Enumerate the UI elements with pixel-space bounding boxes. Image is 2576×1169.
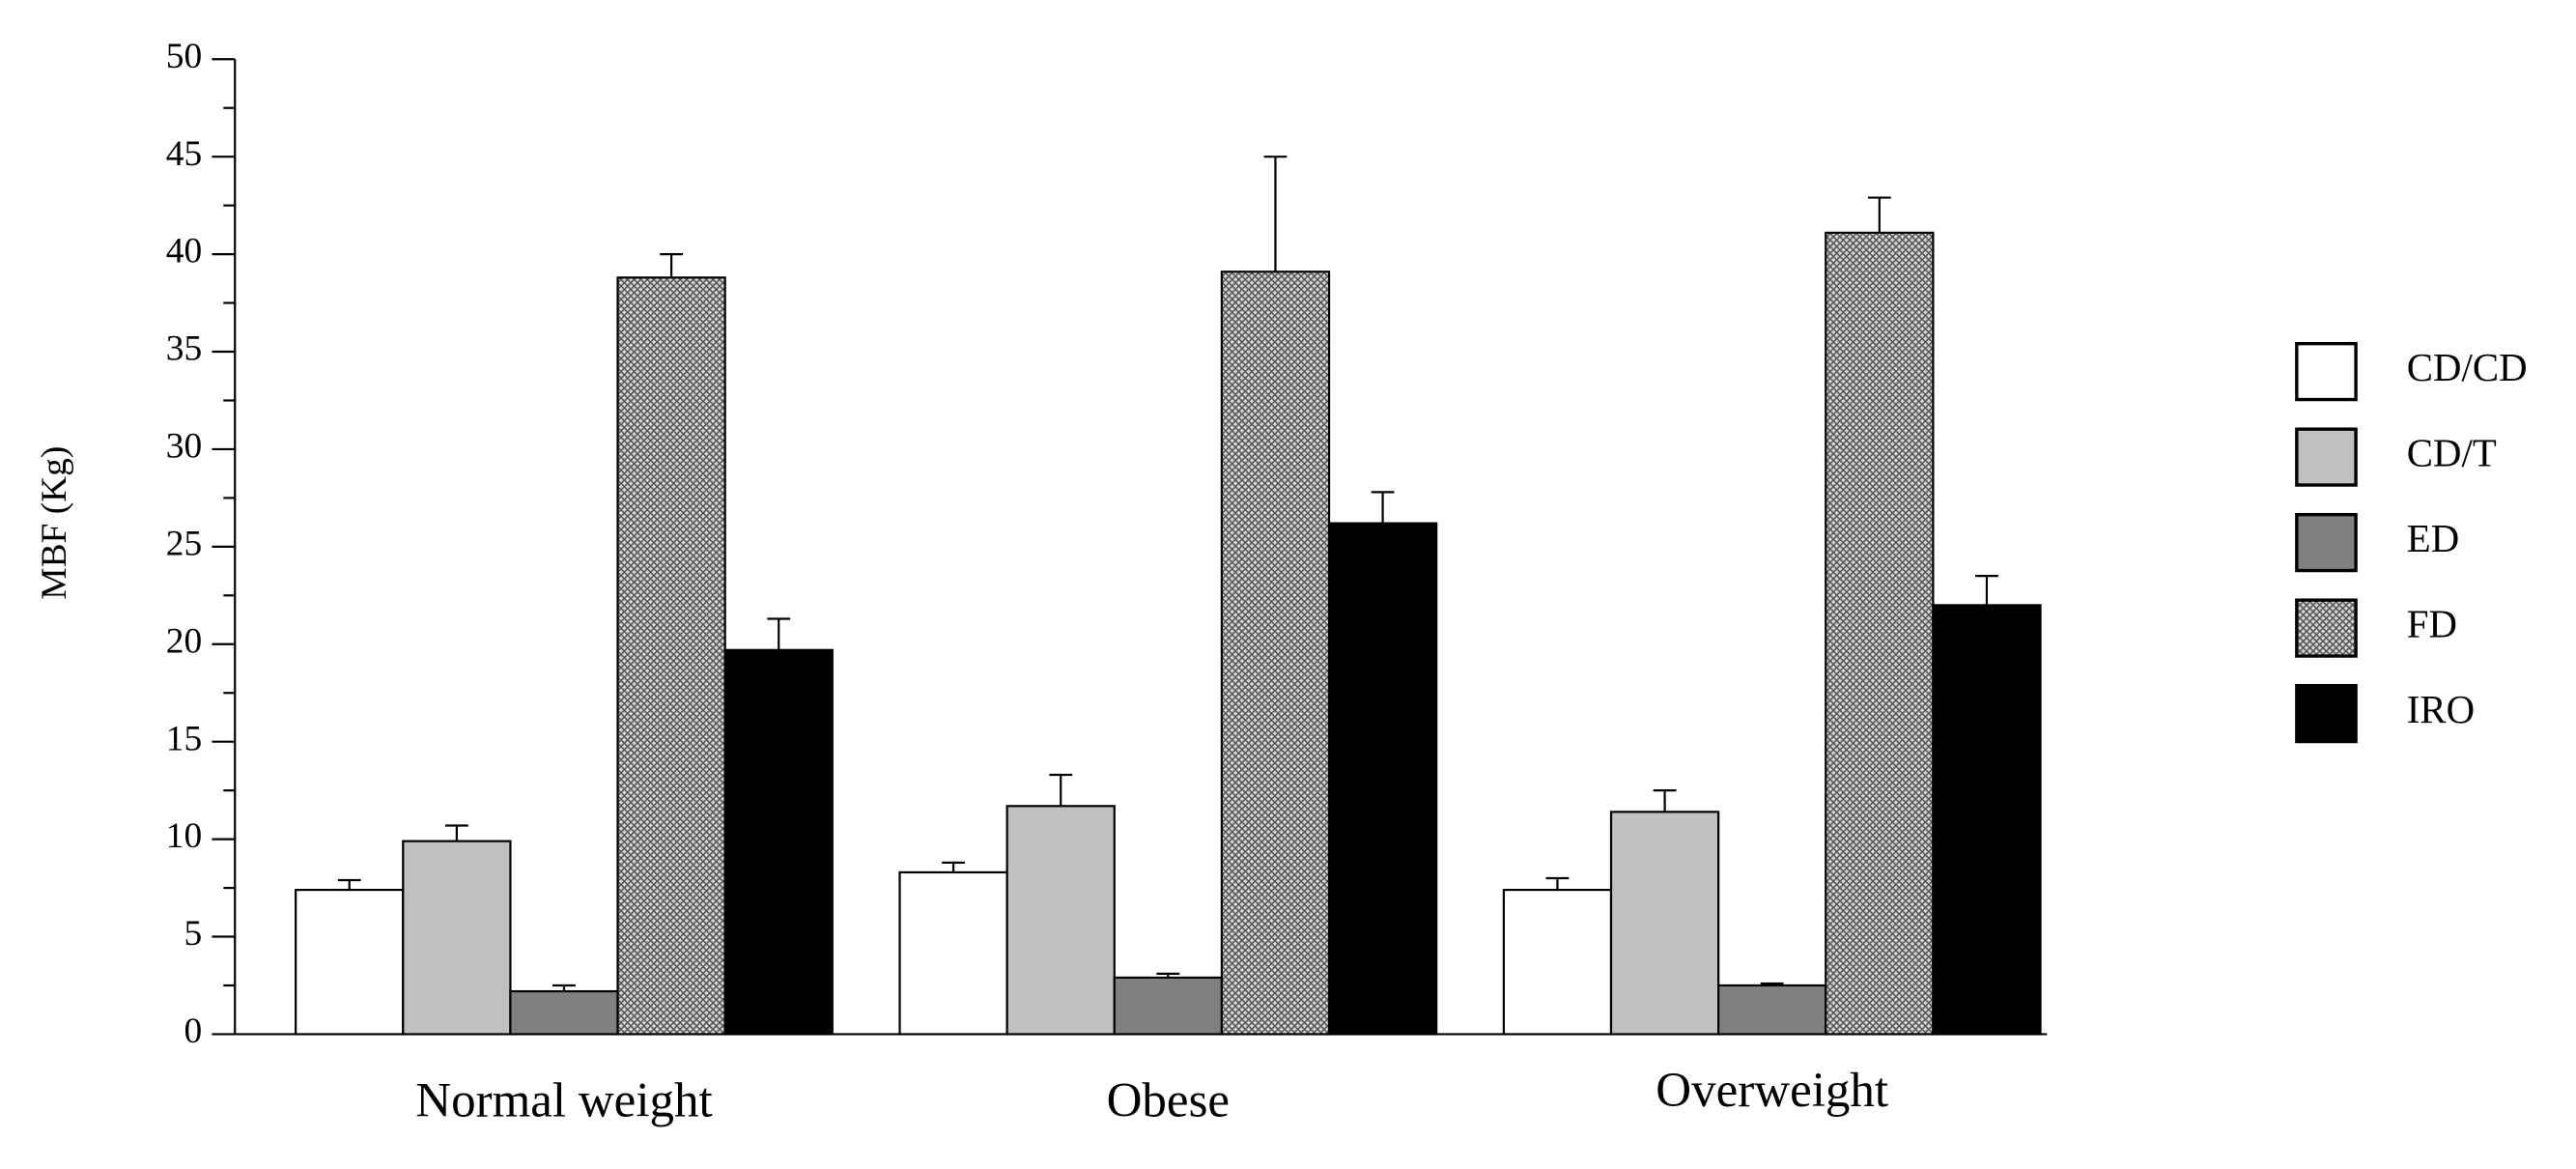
bar	[1220, 271, 1331, 1036]
y-tick-label: 35	[166, 329, 202, 369]
legend-swatch	[2295, 683, 2358, 744]
bar	[1113, 976, 1224, 1036]
legend-swatch	[2295, 427, 2358, 487]
bar	[295, 888, 405, 1036]
y-tick-label: 25	[166, 524, 202, 563]
x-tick-label: Obese	[1107, 1073, 1230, 1127]
y-tick-label: 30	[166, 427, 202, 467]
bar	[898, 870, 1008, 1036]
x-tick-label: Normal weight	[415, 1073, 712, 1127]
legend-label: ED	[2407, 517, 2459, 560]
y-tick-label: 20	[166, 621, 202, 661]
legend-label: CD/CD	[2407, 346, 2528, 389]
y-tick-label: 40	[166, 232, 202, 271]
x-tick-label: Overweight	[1656, 1064, 1888, 1118]
bar	[402, 840, 512, 1036]
legend-swatch	[2295, 598, 2358, 658]
y-axis-label: MBF (Kg)	[35, 446, 74, 600]
bar	[509, 989, 619, 1036]
legend-label: FD	[2407, 602, 2457, 645]
y-tick-label: 15	[166, 719, 202, 758]
bar	[1005, 805, 1116, 1036]
y-tick-label: 10	[166, 816, 202, 856]
legend-swatch	[2295, 512, 2358, 573]
legend-label: CD/T	[2407, 431, 2497, 474]
bar	[1609, 811, 1720, 1036]
bar	[1502, 888, 1613, 1036]
y-tick-label: 0	[184, 1012, 203, 1051]
bar	[1825, 231, 1935, 1036]
bar	[1932, 604, 2042, 1036]
y-tick-label: 45	[166, 134, 202, 174]
legend-swatch	[2295, 341, 2358, 402]
y-tick-label: 5	[184, 914, 203, 954]
bar	[1327, 522, 1438, 1036]
legend-label: IRO	[2407, 688, 2475, 731]
bar	[723, 648, 834, 1036]
y-tick-label: 50	[166, 37, 202, 76]
bar	[616, 276, 726, 1036]
bar	[1717, 984, 1827, 1036]
